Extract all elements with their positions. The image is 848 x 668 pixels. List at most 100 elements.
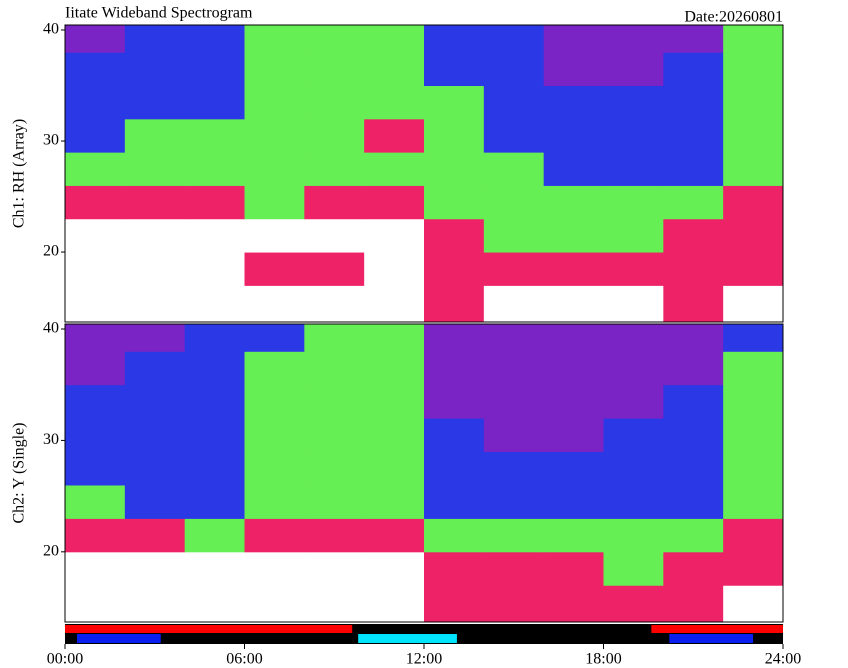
spectrogram-cell	[184, 585, 245, 623]
spectrogram-cell	[483, 218, 545, 253]
spectrogram-cell	[65, 185, 126, 220]
y-tick-label: 30	[43, 132, 59, 149]
spectrogram-cell	[603, 185, 664, 220]
spectrogram-cell	[124, 218, 186, 253]
spectrogram-cell	[65, 285, 126, 323]
spectrogram-cell	[65, 518, 126, 553]
spectrogram-cell	[364, 451, 425, 486]
spectrogram-cell	[424, 85, 485, 120]
spectrogram-cell	[603, 518, 664, 553]
spectrogram-cell	[65, 152, 126, 186]
spectrogram-cell	[184, 152, 245, 186]
spectrogram-cell	[483, 185, 545, 220]
spectrogram-cell	[304, 384, 365, 419]
spectrogram-cell	[244, 484, 305, 519]
spectrogram-cell	[304, 418, 365, 453]
spectrogram-cell	[244, 451, 305, 486]
spectrogram-cell	[543, 218, 604, 253]
spectrogram-cell	[244, 85, 305, 120]
spectrogram-cell	[244, 324, 305, 352]
spectrogram-cell	[483, 351, 545, 386]
spectrogram-cell	[244, 518, 305, 553]
spectrogram-cell	[124, 451, 186, 486]
spectrogram-cell	[124, 484, 186, 519]
spectrogram-cell	[424, 484, 485, 519]
spectrogram-cell	[723, 252, 784, 286]
spectrogram-cell	[244, 52, 305, 87]
spectrogram-cell	[723, 451, 784, 486]
spectrogram-cell	[603, 418, 664, 453]
spectrogram-cell	[543, 285, 604, 323]
spectrogram-cell	[603, 324, 664, 352]
spectrogram-cell	[483, 384, 545, 419]
spectrogram-cell	[424, 185, 485, 220]
spectrogram-cell	[184, 518, 245, 553]
spectrogram-cell	[65, 85, 126, 120]
spectrogram-cell	[483, 418, 545, 453]
spectrogram-cell	[543, 451, 604, 486]
spectrogram-cell	[663, 518, 724, 553]
spectrogram-cell	[124, 384, 186, 419]
spectrogram-cell	[543, 118, 604, 153]
spectrogram-cell	[364, 85, 425, 120]
spectrogram-cell	[124, 85, 186, 120]
spectrogram-cell	[424, 285, 485, 323]
spectrogram-cell	[483, 484, 545, 519]
panel-frame	[64, 323, 784, 623]
spectrogram-cell	[483, 324, 545, 352]
spectrogram-cell	[663, 551, 724, 586]
spectrogram-cell	[483, 85, 545, 120]
spectrogram-cell	[304, 585, 365, 623]
spectrogram-cell	[723, 551, 784, 586]
spectrogram-cell	[483, 252, 545, 286]
spectrogram-cell	[65, 52, 126, 87]
spectrogram-cell	[244, 218, 305, 253]
spectrogram-cell	[603, 384, 664, 419]
spectrogram-cell	[304, 551, 365, 586]
spectrogram-cell	[364, 118, 425, 153]
spectrogram-cell	[364, 52, 425, 87]
spectrogram-cell	[603, 25, 664, 53]
spectrogram-cell	[603, 118, 664, 153]
spectrogram-cell	[663, 585, 724, 623]
spectrogram-cell	[424, 152, 485, 186]
spectrogram-cell	[663, 324, 724, 352]
spectrogram-cell	[723, 518, 784, 553]
spectrogram-cell	[723, 484, 784, 519]
spectrogram-cell	[364, 152, 425, 186]
spectrogram-cell	[424, 351, 485, 386]
spectrogram-cell	[663, 384, 724, 419]
spectrogram-cell	[304, 25, 365, 53]
spectrogram-cell	[483, 118, 545, 153]
spectrogram-cell	[603, 85, 664, 120]
spectrogram-cell	[723, 585, 784, 623]
spectrogram-cell	[603, 252, 664, 286]
spectrogram-cell	[723, 351, 784, 386]
spectrogram-cell	[244, 585, 305, 623]
y-tick-label: 40	[43, 320, 59, 337]
spectrogram-cell	[244, 418, 305, 453]
spectrogram-cell	[663, 85, 724, 120]
spectrogram-cell	[424, 218, 485, 253]
spectrogram-cell	[184, 218, 245, 253]
spectrogram-cell	[723, 118, 784, 153]
spectrogram-cell	[244, 551, 305, 586]
chart-title: Iitate Wideband Spectrogram	[65, 5, 253, 22]
spectrogram-cell	[603, 218, 664, 253]
spectrogram-cell	[483, 518, 545, 553]
spectrogram-cell	[124, 324, 186, 352]
status-segment	[358, 634, 457, 643]
spectrogram-cell	[424, 585, 485, 623]
spectrogram-cell	[543, 324, 604, 352]
spectrogram-cell	[124, 351, 186, 386]
spectrogram-cell	[424, 324, 485, 352]
spectrogram-cell	[483, 285, 545, 323]
x-tick-label: 12:00	[406, 651, 442, 668]
spectrogram-cell	[184, 25, 245, 53]
spectrogram-cell	[424, 384, 485, 419]
spectrogram-cell	[304, 118, 365, 153]
spectrogram-cell	[184, 85, 245, 120]
spectrogram-cell	[663, 25, 724, 53]
spectrogram-cell	[424, 418, 485, 453]
spectrogram-cell	[244, 384, 305, 419]
